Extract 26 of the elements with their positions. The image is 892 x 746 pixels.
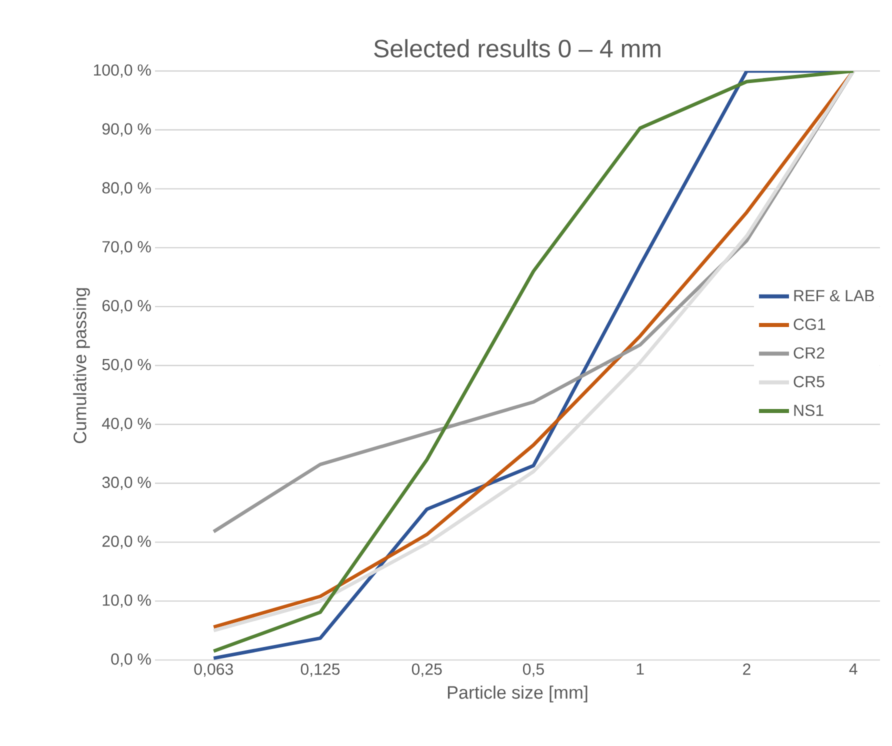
legend-label: CR2 <box>794 347 824 359</box>
y-tick-label: 0,0 % <box>111 653 151 667</box>
y-tick-label: 50,0 % <box>102 358 151 372</box>
y-tick-label: 60,0 % <box>102 300 151 314</box>
y-tick-label: 70,0 % <box>102 241 151 254</box>
chart-title: Selected results 0 – 4 mm <box>374 39 660 58</box>
legend-label: NS1 <box>794 404 824 416</box>
x-tick-label: 0,063 <box>194 664 233 677</box>
y-tick-label: 80,0 % <box>102 182 151 196</box>
x-tick-label: 0,125 <box>300 664 340 677</box>
y-axis-title: Cumulative passing <box>73 288 90 444</box>
y-tick-label: 10,0 % <box>102 594 151 608</box>
x-tick-label: 1 <box>636 664 644 675</box>
legend-label: CG1 <box>794 318 826 330</box>
y-tick-label: 20,0 % <box>102 536 151 549</box>
x-tick-label: 2 <box>743 664 750 675</box>
y-tick-label: 40,0 % <box>102 418 151 431</box>
y-tick-label: 90,0 % <box>102 123 151 136</box>
x-axis-title: Particle size [mm] <box>448 686 588 702</box>
legend-label: REF & LAB <box>794 290 874 302</box>
legend-label: CR5 <box>794 376 824 388</box>
y-tick-label: 100,0 % <box>94 64 151 78</box>
x-tick-label: 0,25 <box>412 664 442 677</box>
x-tick-label: 4 <box>849 664 858 675</box>
y-tick-label: 30,0 % <box>102 476 151 490</box>
x-tick-label: 0,5 <box>522 664 544 677</box>
